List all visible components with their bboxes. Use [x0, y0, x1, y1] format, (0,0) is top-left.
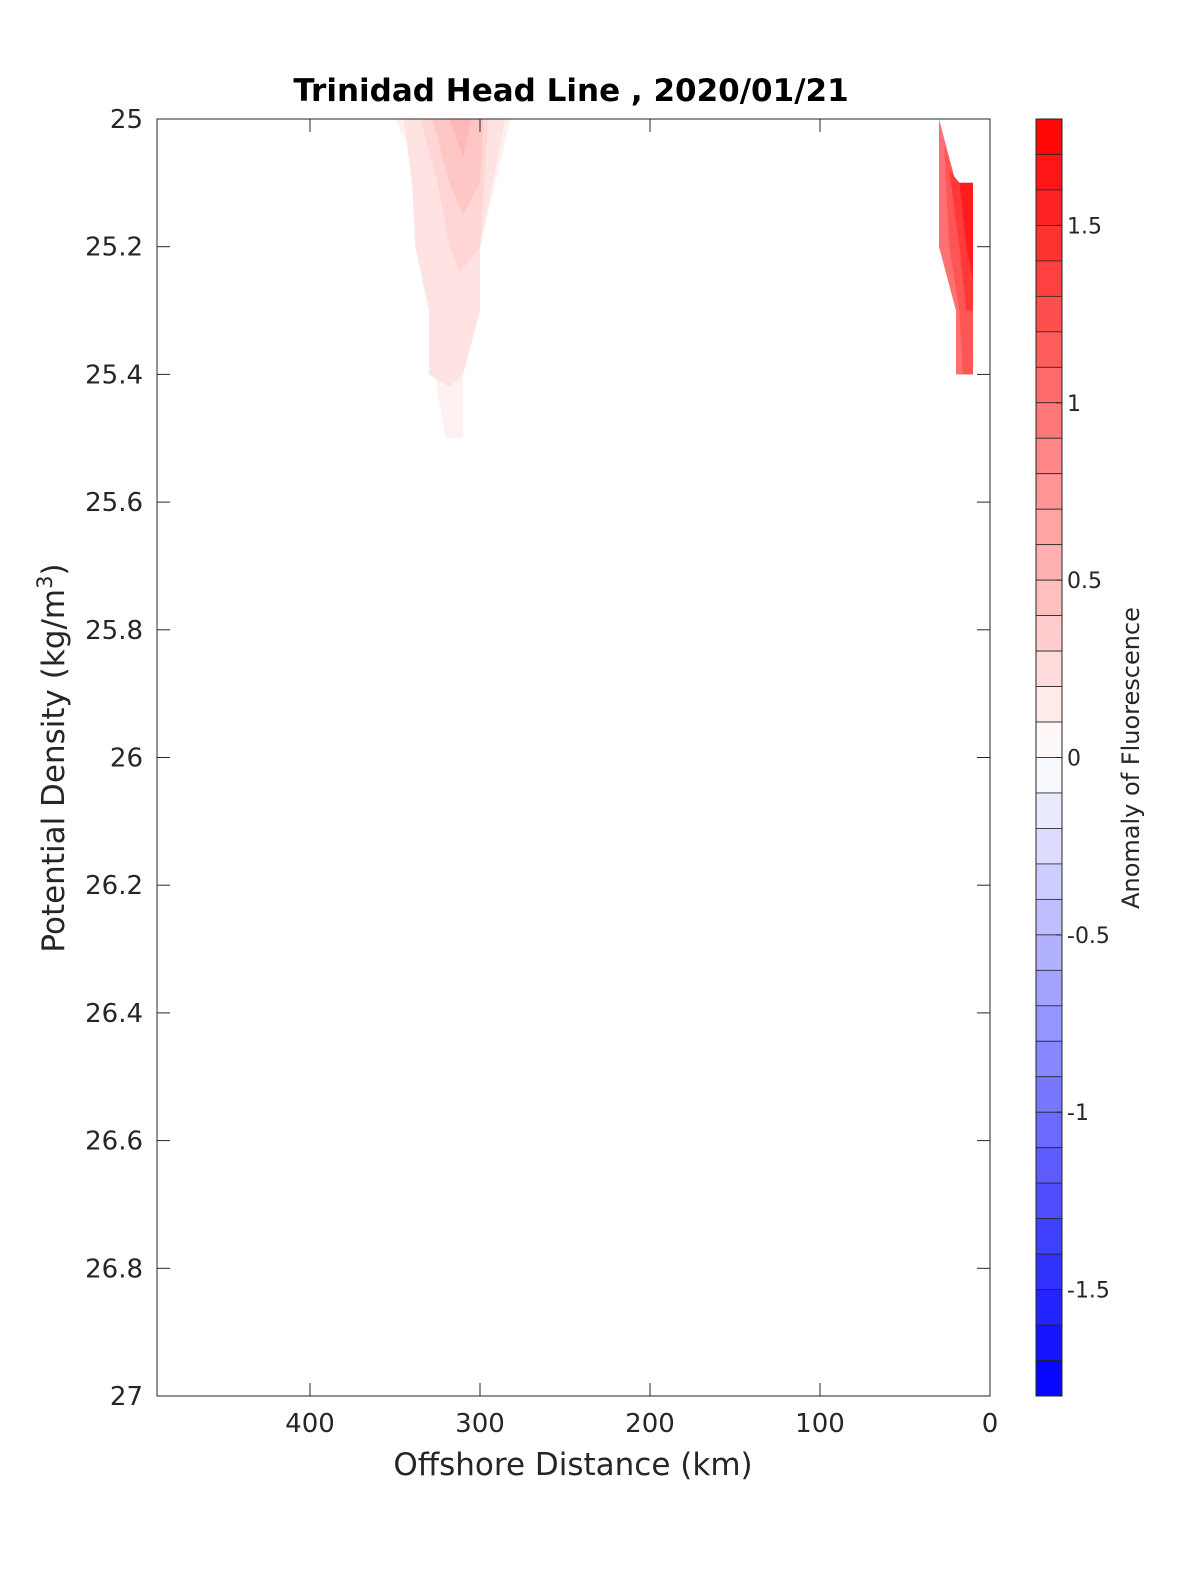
y-tick-label: 26 — [110, 744, 143, 774]
x-axis-tick-labels: 400 300 200 100 0 — [285, 1409, 998, 1439]
y-tick-label: 26.8 — [85, 1254, 143, 1284]
colorbar-segment — [1035, 1324, 1063, 1361]
colorbar-segment — [1035, 1360, 1063, 1397]
colorbar-segment — [1035, 615, 1063, 652]
y-axis-tick-labels: 25 25.2 25.4 25.6 25.8 26 26.2 26.4 26.6 26.8 27 — [85, 105, 143, 1412]
colorbar-segment — [1035, 473, 1063, 510]
colorbar-segment — [1035, 898, 1063, 936]
y-tick-label: 27 — [110, 1382, 143, 1412]
y-tick-label: 25.6 — [85, 488, 143, 518]
colorbar-tick-label: 0 — [1067, 747, 1081, 772]
x-axis-label: Offshore Distance (km) — [393, 1447, 752, 1483]
contour-region-coastal-patch-core — [959, 182, 973, 279]
y-tick-label: 25.4 — [85, 360, 143, 390]
x-tick-label: 300 — [455, 1409, 505, 1439]
colorbar-segment — [1035, 934, 1063, 971]
colorbar-segment — [1035, 792, 1063, 829]
colorbar-segment — [1035, 508, 1063, 546]
y-tick-label: 25.2 — [85, 233, 143, 263]
colorbar-segment — [1035, 721, 1063, 758]
chart-title: Trinidad Head Line , 2020/01/21 — [293, 73, 848, 109]
colorbar-segment — [1035, 1040, 1063, 1078]
x-tick-label: 100 — [795, 1409, 845, 1439]
colorbar-segment — [1035, 1253, 1063, 1290]
colorbar-segment — [1035, 366, 1063, 404]
x-tick-label: 0 — [982, 1409, 999, 1439]
x-tick-label: 400 — [285, 1409, 335, 1439]
colorbar-segment — [1035, 260, 1063, 297]
y-tick-label: 26.4 — [85, 999, 143, 1029]
colorbar-segment — [1035, 1111, 1063, 1149]
contour-region-offshore-plume-top — [449, 119, 472, 158]
colorbar-segment — [1035, 402, 1063, 439]
y-axis-label: Potential Density (kg/m3) — [33, 563, 72, 952]
colorbar-segment — [1035, 1289, 1063, 1326]
colorbar-segment — [1035, 969, 1063, 1007]
colorbar-segment — [1035, 437, 1063, 475]
colorbar-segment — [1035, 1005, 1063, 1042]
colorbar-segment — [1035, 189, 1063, 226]
colorbar-segment — [1035, 1147, 1063, 1184]
colorbar-segment — [1035, 154, 1063, 191]
y-axis-label-main: Potential Density (kg/m — [36, 589, 72, 953]
colorbar-segment — [1035, 225, 1063, 262]
colorbar-segment — [1035, 1218, 1063, 1255]
contour-region-offshore-plume-peak — [432, 119, 484, 215]
x-tick-label: 200 — [625, 1409, 675, 1439]
colorbar-segment — [1035, 650, 1063, 687]
colorbar-segment — [1035, 863, 1063, 900]
y-axis-label-suffix: ) — [36, 563, 72, 575]
colorbar-segment — [1035, 295, 1063, 333]
y-tick-label: 26.6 — [85, 1127, 143, 1157]
plot-background — [157, 119, 990, 1396]
colorbar-segment — [1035, 686, 1063, 723]
colorbar-segment — [1035, 579, 1063, 617]
colorbar-tick-label: -1.5 — [1067, 1279, 1110, 1304]
colorbar-tick-label: 1 — [1067, 392, 1081, 417]
colorbar-tick-label: -1 — [1067, 1101, 1089, 1126]
colorbar-tick-label: 1.5 — [1067, 214, 1102, 239]
colorbar-ticks: 1.5 1 0.5 0 -0.5 -1 -1.5 — [1056, 214, 1110, 1304]
colorbar-segment — [1035, 757, 1063, 794]
colorbar-segment — [1035, 828, 1063, 865]
colorbar-segment — [1035, 1182, 1063, 1220]
colorbar-segment — [1035, 1076, 1063, 1113]
colorbar-tick-label: 0.5 — [1067, 569, 1102, 594]
y-tick-label: 25.8 — [85, 616, 143, 646]
y-tick-label: 26.2 — [85, 871, 143, 901]
colorbar-segment — [1035, 331, 1063, 368]
plot-area — [156, 118, 991, 1397]
y-tick-label: 25 — [110, 105, 143, 135]
colorbar-tick-label: -0.5 — [1067, 924, 1110, 949]
contour-regions — [395, 119, 973, 439]
plot-frame — [156, 118, 991, 1397]
colorbar-label: Anomaly of Fluorescence — [1117, 607, 1145, 909]
colorbar-segment — [1035, 544, 1063, 581]
colorbar-segment — [1035, 118, 1063, 155]
colorbar: 1.5 1 0.5 0 -0.5 -1 -1.5 Anomaly of Fluorescen… — [1035, 118, 1145, 1397]
y-axis-label-superscript: 3 — [33, 575, 57, 588]
